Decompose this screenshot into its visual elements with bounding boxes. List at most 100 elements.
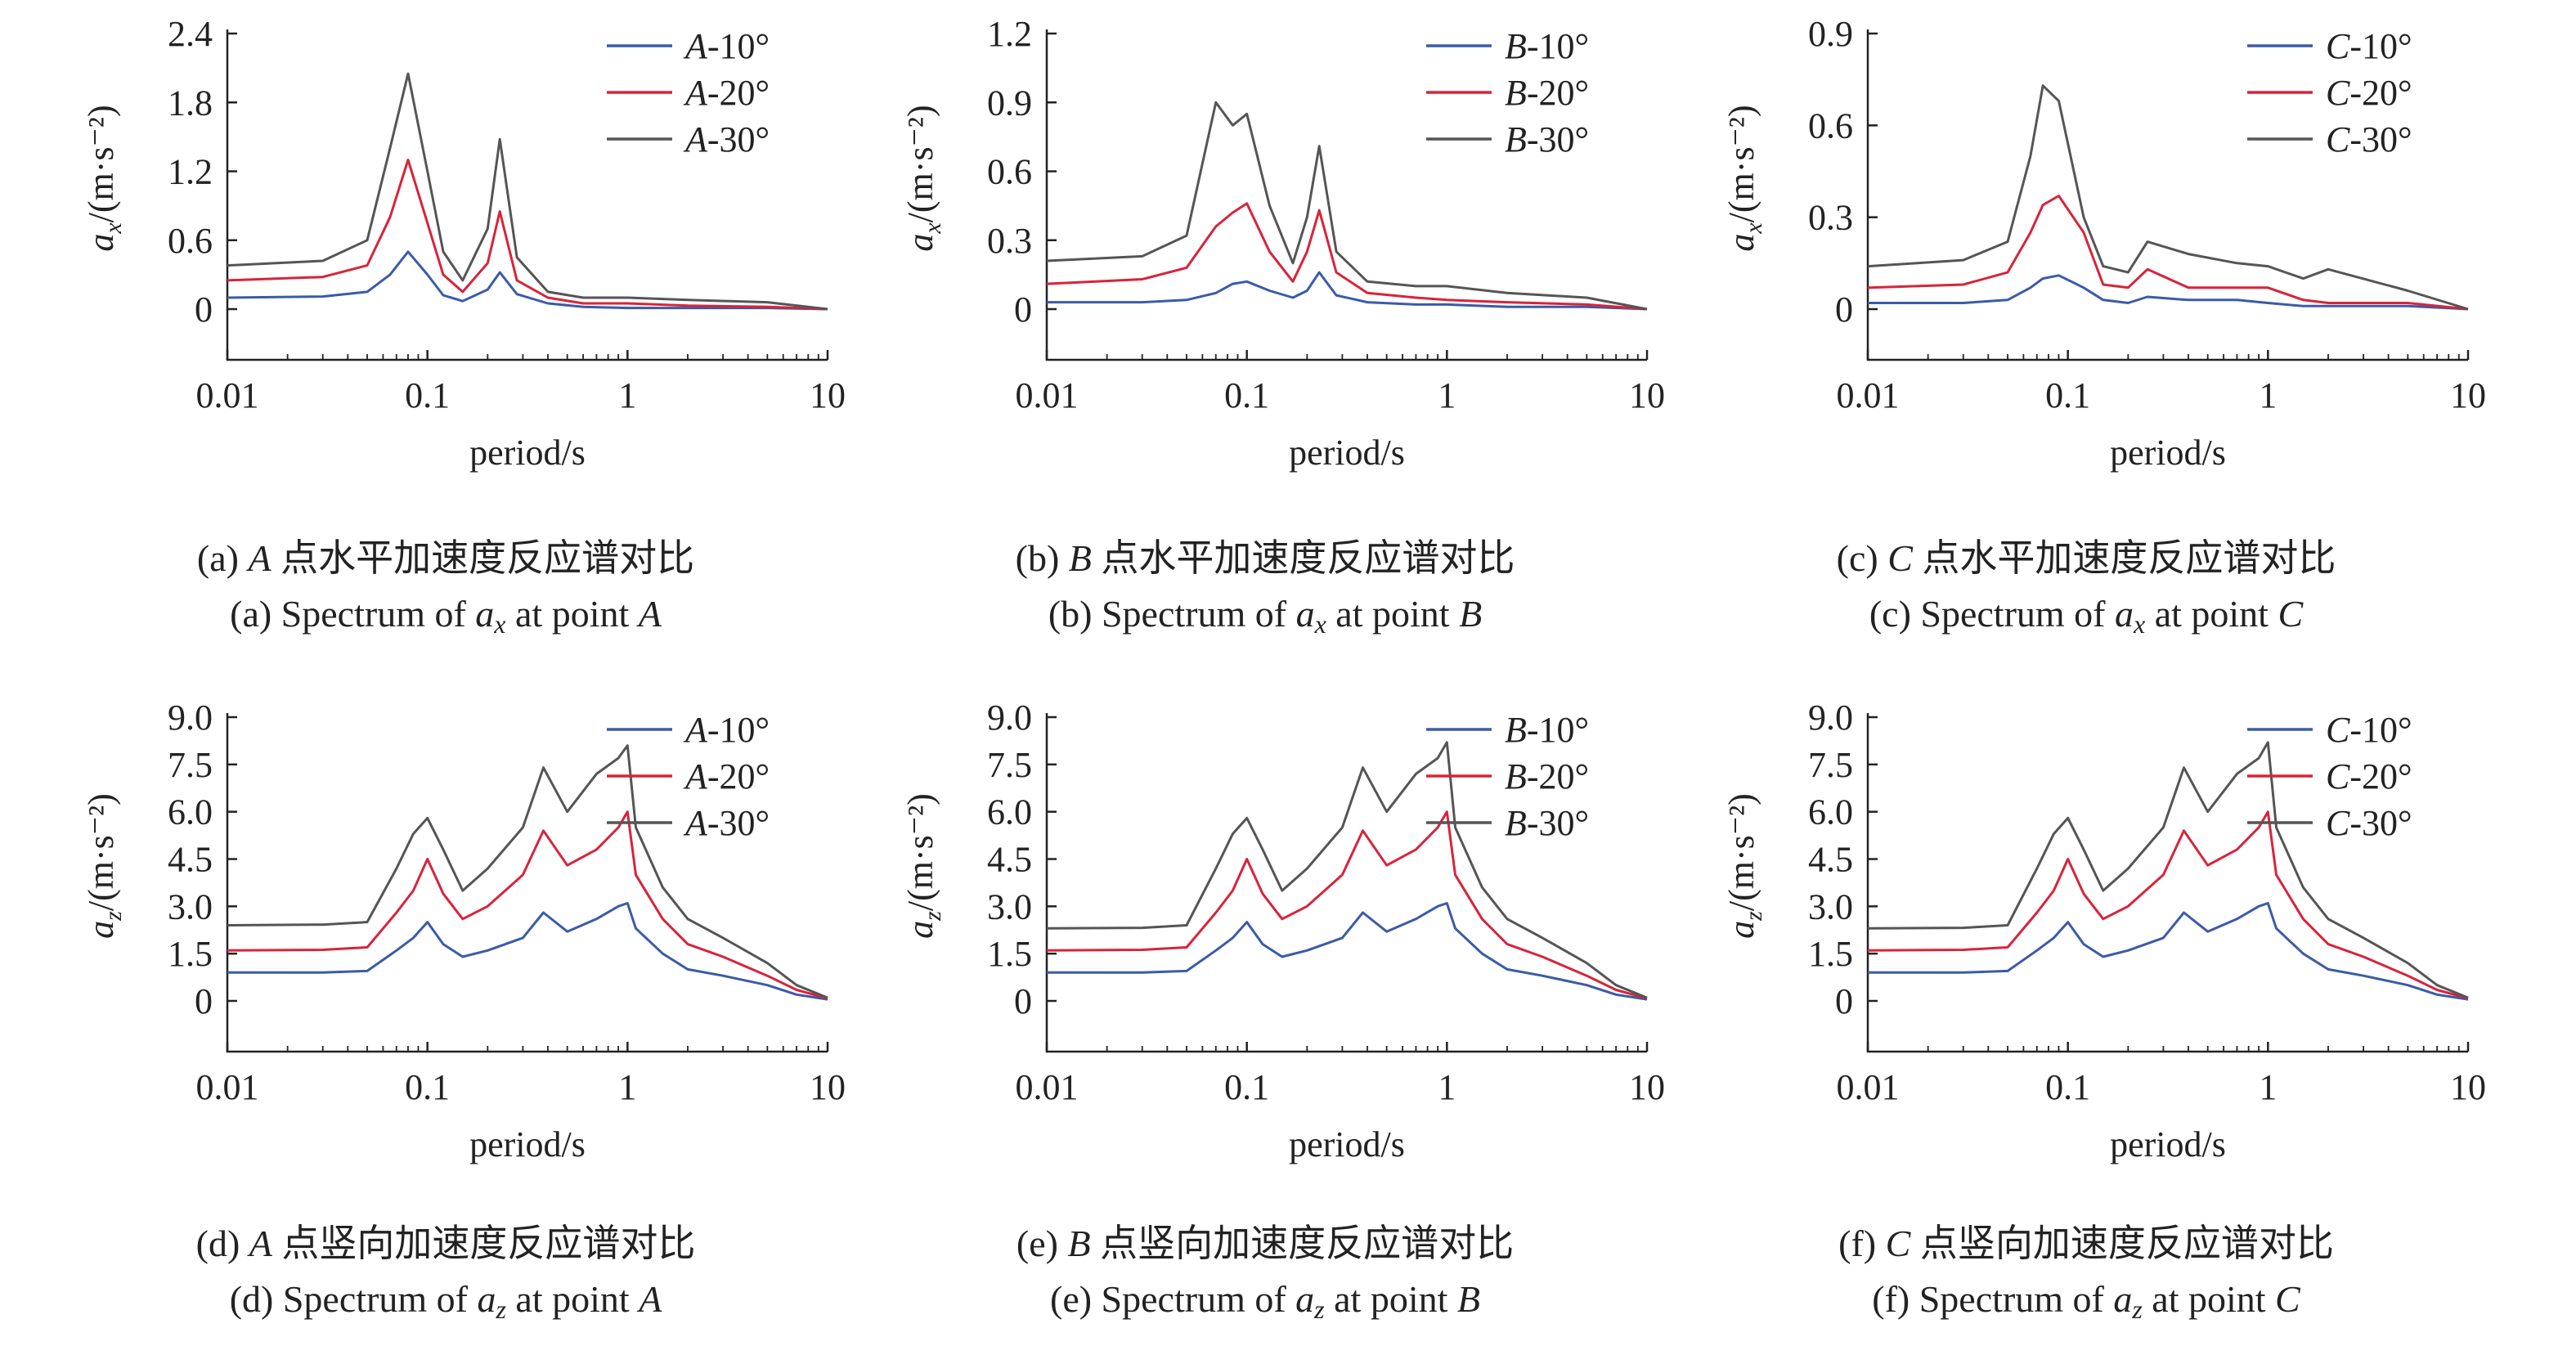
caption-cn: (c) C 点水平加速度反应谱对比 [1836,537,2336,579]
series-line-2 [1046,202,1648,311]
x-tick-label: 1 [618,1067,636,1107]
caption-cn: (f) C 点竖向加速度反应谱对比 [1838,1223,2334,1264]
caption-en: (b) Spectrum of ax at point B [1048,593,1483,639]
y-tick-label: 0 [1835,981,1853,1021]
legend-entry: A-10° [683,26,770,66]
y-tick-label: 6.0 [987,792,1032,832]
y-axis-label: ax/(m·s⁻²) [81,105,127,251]
y-tick-label: 0.3 [1808,198,1853,238]
y-axis-label: az/(m·s⁻²) [1721,793,1767,939]
caption-cn: (e) B 点竖向加速度反应谱对比 [1016,1223,1515,1264]
y-tick-label: 0 [195,981,213,1021]
x-tick-label: 1 [2259,1067,2277,1107]
legend-entry: B-20° [1505,73,1589,113]
y-tick-label: 1.5 [1808,934,1853,974]
caption-en: (d) Spectrum of az at point A [229,1278,662,1324]
panel-b: 0 0.3 0.6 0.9 1.2 0.01 0.1 1 10 period/s ax/(m·s⁻²… [900,14,1665,473]
x-tick-label: 0.01 [1016,1067,1079,1107]
x-tick-label: 0.01 [1016,375,1079,415]
x-axis-label: period/s [1289,433,1405,473]
caption-cn: (b) B 点水平加速度反应谱对比 [1015,537,1515,579]
panel-f: 0 1.5 3.0 4.5 6.0 7.5 9.0 0.01 0.1 1 10 period/s az/… [1721,698,2486,1164]
x-axis-label: period/s [469,433,586,473]
series-line-3 [1046,741,1648,999]
y-tick-label: 6.0 [168,792,213,832]
caption-en: (f) Spectrum of az at point C [1872,1278,2300,1324]
x-tick-label: 10 [810,1067,846,1107]
series-line-2 [1867,810,2469,1000]
x-tick-label: 0.01 [1837,1067,1900,1107]
y-tick-label: 7.5 [987,745,1032,785]
x-tick-label: 0.1 [2045,1067,2090,1107]
panel-d: 0 1.5 3.0 4.5 6.0 7.5 9.0 0.01 0.1 1 10 period/s az/… [81,698,846,1164]
x-tick-label: 0.01 [1837,375,1900,415]
legend-entry: C-30° [2326,803,2412,843]
x-tick-label: 1 [618,375,636,415]
panel-c: 0 0.3 0.6 0.9 0.01 0.1 1 10 period/s ax/(m·s⁻²) C-… [1721,14,2486,473]
y-tick-label: 3.0 [1808,886,1853,926]
legend-entry: B-30° [1505,119,1589,159]
series-line-1 [227,902,828,1001]
y-tick-label: 9.0 [168,698,213,738]
y-tick-label: 3.0 [168,886,213,926]
series-line-1 [1868,902,2469,1001]
y-tick-label: 7.5 [1808,745,1853,785]
series-line-3 [227,72,828,311]
y-tick-label: 0.9 [1808,14,1853,54]
y-tick-label: 9.0 [987,698,1032,738]
y-axis-label: az/(m·s⁻²) [81,793,127,939]
y-tick-label: 6.0 [1808,792,1853,832]
y-tick-label: 0 [1014,289,1032,330]
y-tick-label: 1.5 [987,934,1032,974]
y-tick-label: 0.6 [168,221,213,261]
x-tick-label: 0.1 [405,1067,450,1107]
x-tick-label: 0.1 [2045,375,2090,415]
y-tick-label: 0 [1835,289,1853,330]
x-tick-label: 0.1 [405,375,450,415]
series-line-2 [1867,195,2469,311]
x-tick-label: 1 [1438,375,1456,415]
y-tick-label: 1.2 [168,152,213,192]
x-axis-label: period/s [1289,1124,1405,1164]
legend-entry: B-10° [1505,26,1589,66]
series-line-3 [1046,101,1648,311]
legend-entry: C-20° [2326,756,2412,796]
y-tick-label: 2.4 [168,14,213,54]
y-tick-label: 7.5 [168,745,213,785]
series-line-2 [1046,810,1648,1000]
y-tick-label: 0.6 [1808,105,1853,146]
x-axis-label: period/s [469,1124,586,1164]
legend-entry: A-10° [683,710,770,750]
y-axis-label: ax/(m·s⁻²) [900,105,946,251]
legend-entry: B-10° [1505,710,1589,750]
x-tick-label: 0.01 [196,375,259,415]
legend-entry: C-30° [2326,119,2412,159]
series-line-1 [227,250,828,311]
caption-cn: (a) A 点水平加速度反应谱对比 [196,537,695,579]
series-line-2 [227,159,828,311]
legend-entry: A-20° [683,756,770,796]
y-tick-label: 0.3 [987,221,1032,261]
x-axis-label: period/s [2110,1124,2226,1164]
y-tick-label: 9.0 [1808,698,1853,738]
series-line-1 [1047,271,1648,311]
legend-entry: C-10° [2326,710,2412,750]
y-axis-label: ax/(m·s⁻²) [1721,105,1767,251]
x-tick-label: 10 [2450,1067,2486,1107]
y-tick-label: 1.2 [987,14,1032,54]
y-tick-label: 1.5 [168,934,213,974]
series-line-3 [1867,84,2469,311]
legend-entry: A-30° [683,803,770,843]
caption-en: (e) Spectrum of az at point B [1050,1278,1480,1324]
legend-entry: C-20° [2326,73,2412,113]
caption-cn: (d) A 点竖向加速度反应谱对比 [195,1223,696,1264]
x-tick-label: 10 [1629,375,1665,415]
legend-entry: B-20° [1505,756,1589,796]
y-tick-label: 4.5 [987,840,1032,880]
caption-en: (c) Spectrum of ax at point C [1869,593,2304,639]
x-tick-label: 1 [2259,375,2277,415]
y-tick-label: 3.0 [987,886,1032,926]
series-line-3 [1867,741,2469,999]
x-tick-label: 10 [2450,375,2486,415]
